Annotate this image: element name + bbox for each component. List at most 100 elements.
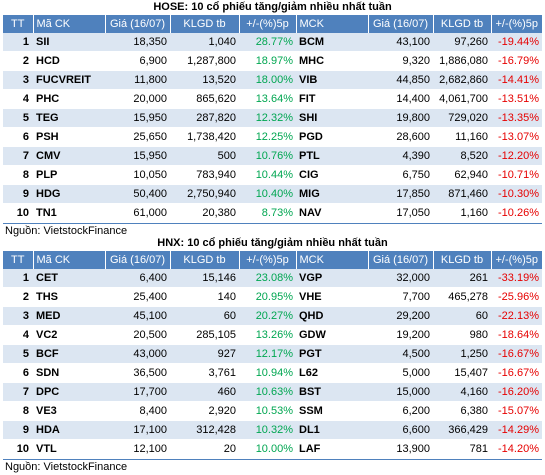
price-cell: 15,950 (105, 146, 170, 166)
price-cell: 25,650 (105, 127, 170, 147)
volume-cell-2: 60 (433, 306, 491, 326)
price-cell: 18,350 (105, 33, 170, 52)
table-row: 9 HDA 17,100 312,428 10.32% DL1 6,600 366,429 -1… (3, 420, 542, 440)
table-row: 6 SDN 36,500 3,761 10.94% L62 5,000 15,407 -16.6… (3, 363, 542, 383)
stock-code-cell: THS (33, 287, 105, 307)
stock-code-cell: BCF (33, 344, 105, 364)
price-cell: 17,100 (105, 420, 170, 440)
hose-header-row: TT Mã CK Giá (16/07) KLGD tb +/-(%)5p MC… (3, 15, 542, 33)
stock-code-cell-2: PGT (296, 344, 368, 364)
change-cell-2: -14.29% (491, 420, 542, 440)
change-cell: 10.00% (239, 439, 296, 459)
rank-cell: 5 (3, 344, 33, 364)
price-cell: 50,400 (105, 184, 170, 204)
volume-cell: 20 (170, 439, 239, 459)
stock-code-cell-2: FIT (296, 89, 368, 109)
change-cell: 18.97% (239, 51, 296, 71)
table-row: 8 VE3 8,400 2,920 10.53% SSM 6,200 6,380 -15.07% (3, 401, 542, 421)
price-cell: 61,000 (105, 203, 170, 223)
change-cell: 12.32% (239, 108, 296, 128)
stock-code-cell: CMV (33, 146, 105, 166)
stock-code-cell: TEG (33, 108, 105, 128)
volume-cell-2: 261 (433, 269, 491, 288)
price-cell: 20,500 (105, 325, 170, 345)
hnx-source: Nguồn: VietstockFinance (3, 459, 542, 475)
stock-code-cell: SII (33, 33, 105, 52)
hnx-table: TT Mã CK Giá (16/07) KLGD tb +/-(%)5p MC… (3, 251, 542, 459)
change-cell-2: -16.67% (491, 344, 542, 364)
stock-code-cell: VC2 (33, 325, 105, 345)
rank-cell: 2 (3, 51, 33, 71)
volume-cell-2: 2,682,860 (433, 70, 491, 90)
price-cell-2: 4,390 (368, 146, 433, 166)
rank-cell: 3 (3, 70, 33, 90)
volume-cell-2: 871,460 (433, 184, 491, 204)
stock-code-cell: PHC (33, 89, 105, 109)
price-cell-2: 6,600 (368, 420, 433, 440)
table-row: 3 MED 45,100 60 20.27% QHD 29,200 60 -22.13% (3, 306, 542, 326)
col-change: +/-(%)5p (239, 251, 297, 269)
table-row: 10 VTL 12,100 20 10.00% LAF 13,900 781 -14.20% (3, 439, 542, 459)
table-row: 8 PLP 10,050 783,940 10.44% CIG 6,750 62,940 -10… (3, 165, 542, 185)
change-cell: 10.32% (239, 420, 296, 440)
volume-cell-2: 97,260 (433, 33, 491, 52)
volume-cell: 3,761 (170, 363, 239, 383)
volume-cell-2: 4,061,700 (433, 89, 491, 109)
change-cell: 10.40% (239, 184, 296, 204)
rank-cell: 4 (3, 325, 33, 345)
stock-code-cell: CET (33, 269, 105, 288)
price-cell-2: 13,900 (368, 439, 433, 459)
stock-code-cell-2: VGP (296, 269, 368, 288)
stock-code-cell: HCD (33, 51, 105, 71)
volume-cell: 1,287,800 (170, 51, 239, 71)
volume-cell-2: 4,160 (433, 382, 491, 402)
hose-section: HOSE: 10 cổ phiếu tăng/giảm nhiều nhất t… (3, 0, 542, 239)
rank-cell: 3 (3, 306, 33, 326)
volume-cell: 927 (170, 344, 239, 364)
stock-code-cell-2: QHD (296, 306, 368, 326)
stock-code-cell-2: MIG (296, 184, 368, 204)
table-row: 1 SII 18,350 1,040 28.77% BCM 43,100 97,260 -19.… (3, 33, 542, 52)
volume-cell: 312,428 (170, 420, 239, 440)
volume-cell-2: 11,160 (433, 127, 491, 147)
price-cell: 6,400 (105, 269, 170, 288)
stock-code-cell: HDG (33, 184, 105, 204)
table-row: 4 PHC 20,000 865,620 13.64% FIT 14,400 4,061,70… (3, 89, 542, 109)
col-volume: KLGD tb (170, 251, 240, 269)
stock-code-cell-2: VHE (296, 287, 368, 307)
price-cell: 45,100 (105, 306, 170, 326)
col-change: +/-(%)5p (239, 15, 297, 33)
change-cell-2: -33.19% (491, 269, 542, 288)
stock-code-cell: DPC (33, 382, 105, 402)
price-cell: 11,800 (105, 70, 170, 90)
stock-code-cell-2: PTL (296, 146, 368, 166)
change-cell-2: -15.07% (491, 401, 542, 421)
volume-cell-2: 729,020 (433, 108, 491, 128)
price-cell: 43,000 (105, 344, 170, 364)
change-cell-2: -13.35% (491, 108, 542, 128)
volume-cell-2: 1,250 (433, 344, 491, 364)
price-cell-2: 19,800 (368, 108, 433, 128)
table-row: 2 THS 25,400 140 20.95% VHE 7,700 465,278 -25.96… (3, 287, 542, 307)
table-row: 3 FUCVREIT 11,800 13,520 18.00% VIB 44,850 2,68… (3, 70, 542, 90)
price-cell-2: 44,850 (368, 70, 433, 90)
table-row: 1 CET 6,400 15,146 23.08% VGP 32,000 261 -33.19% (3, 269, 542, 288)
price-cell: 36,500 (105, 363, 170, 383)
stock-code-cell-2: NAV (296, 203, 368, 223)
change-cell: 20.27% (239, 306, 296, 326)
rank-cell: 5 (3, 108, 33, 128)
volume-cell: 1,738,420 (170, 127, 239, 147)
change-cell: 12.17% (239, 344, 296, 364)
col-tt: TT (3, 15, 34, 33)
rank-cell: 10 (3, 439, 33, 459)
volume-cell-2: 781 (433, 439, 491, 459)
price-cell-2: 7,700 (368, 287, 433, 307)
col-price: Giá (16/07) (105, 15, 171, 33)
change-cell-2: -10.30% (491, 184, 542, 204)
stock-code-cell-2: SHI (296, 108, 368, 128)
col-code-2: MCK (296, 15, 369, 33)
stock-code-cell: PLP (33, 165, 105, 185)
price-cell: 20,000 (105, 89, 170, 109)
volume-cell: 2,750,940 (170, 184, 239, 204)
volume-cell-2: 62,940 (433, 165, 491, 185)
